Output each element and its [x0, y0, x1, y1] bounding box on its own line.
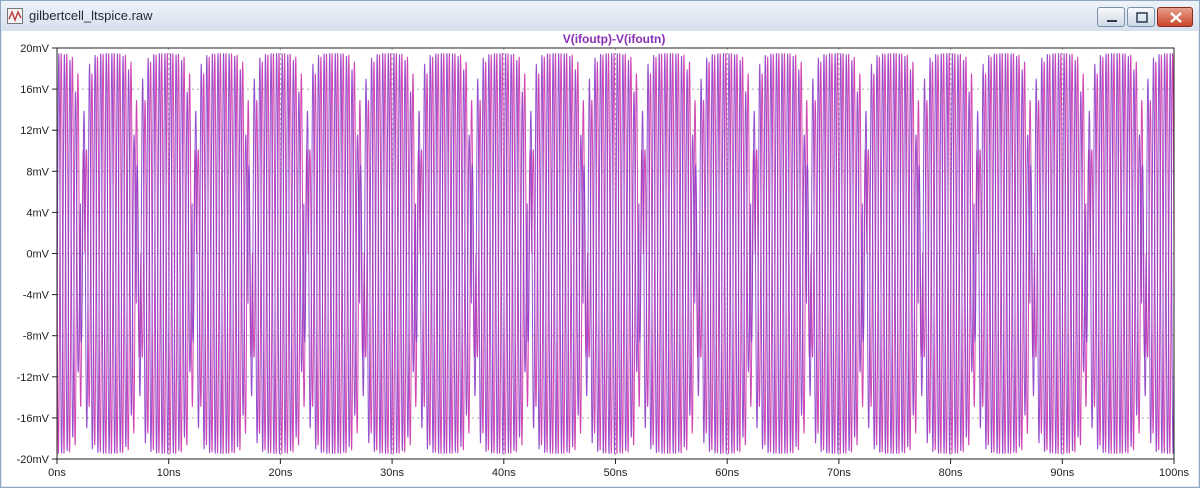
x-tick-label: 0ns [48, 467, 66, 479]
minimize-button[interactable] [1097, 7, 1125, 27]
y-tick-label: -20mV [17, 454, 50, 466]
y-tick-label: 4mV [26, 207, 49, 219]
minimize-icon [1107, 20, 1117, 22]
x-tick-label: 80ns [939, 467, 963, 479]
maximize-button[interactable] [1127, 7, 1155, 27]
x-tick-label: 40ns [492, 467, 516, 479]
x-tick-label: 100ns [1159, 467, 1189, 479]
waveform-file-icon [7, 8, 23, 24]
close-button[interactable] [1157, 7, 1193, 27]
maximize-icon [1136, 12, 1148, 23]
plot-area[interactable]: V(ifoutp)-V(ifoutn) 0ns 10ns 20ns 30ns 40ns 5… [2, 31, 1198, 486]
axes: 0ns 10ns 20ns 30ns 40ns 50ns 60ns 70ns 80ns 90ns 1… [17, 43, 1190, 479]
x-tick-label: 10ns [157, 467, 181, 479]
waveform-chart: V(ifoutp)-V(ifoutn) 0ns 10ns 20ns 30ns 40ns 5… [17, 32, 1190, 479]
x-tick-label: 60ns [715, 467, 739, 479]
y-tick-label: 12mV [20, 125, 49, 137]
series-trace-2 [56, 53, 1175, 454]
y-tick-label: -16mV [17, 413, 50, 425]
plot-frame [56, 47, 1175, 460]
y-tick-label: 20mV [20, 43, 49, 55]
close-icon [1170, 12, 1182, 23]
y-tick-label: 16mV [20, 84, 49, 96]
window-title: gilbertcell_ltspice.raw [29, 8, 153, 23]
y-tick-label: 8mV [26, 166, 49, 178]
x-tick-label: 50ns [604, 467, 628, 479]
x-tick-label: 30ns [380, 467, 404, 479]
y-tick-label: 0mV [26, 249, 49, 261]
x-tick-label: 90ns [1050, 467, 1074, 479]
y-tick-label: -4mV [23, 290, 50, 302]
traces [56, 53, 1175, 454]
y-tick-label: -8mV [23, 331, 50, 343]
chart-title: V(ifoutp)-V(ifoutn) [563, 32, 666, 46]
x-tick-label: 20ns [268, 467, 292, 479]
x-tick-label: 70ns [827, 467, 851, 479]
title-bar[interactable]: gilbertcell_ltspice.raw [1, 1, 1199, 31]
y-tick-label: -12mV [17, 372, 50, 384]
